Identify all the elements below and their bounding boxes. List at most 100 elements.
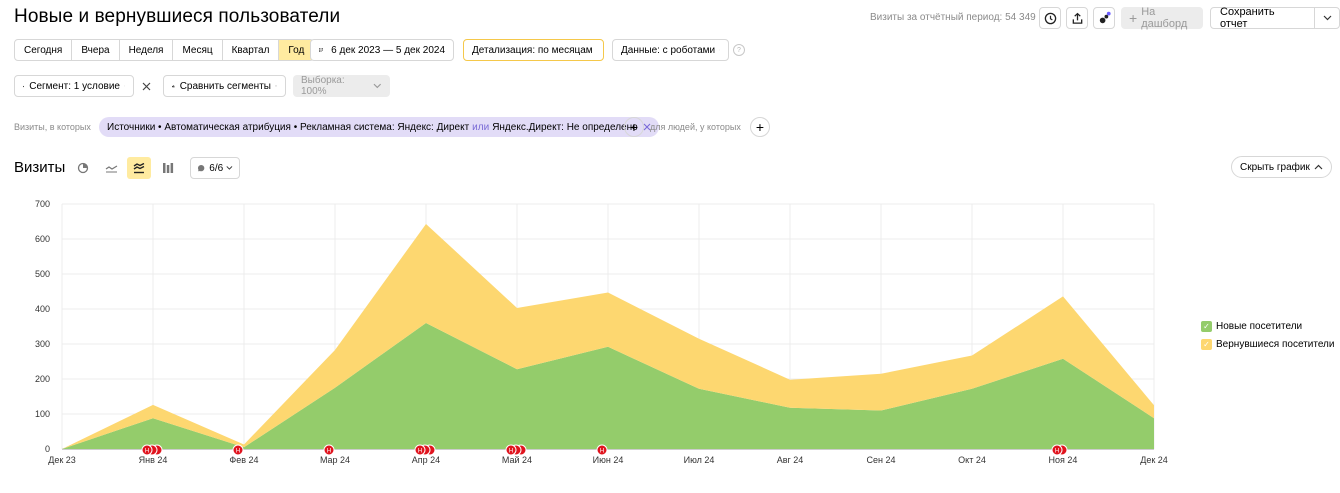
period-button[interactable]: Сегодня (15, 40, 73, 60)
date-range-button[interactable]: 6 дек 2023 — 5 дек 2024 (310, 39, 454, 61)
x-tick-label: Апр 24 (412, 455, 440, 465)
annotation-marker (1051, 444, 1063, 456)
annotation-letter: Н (145, 449, 149, 455)
people-filter-label: для людей, у которых (650, 122, 741, 132)
detail-dropdown[interactable]: Детализация: по месяцам (463, 39, 604, 61)
period-button[interactable]: Год (279, 40, 314, 60)
annotation-marker (596, 444, 608, 456)
x-tick-label: Мар 24 (320, 455, 350, 465)
clear-segment-button[interactable] (139, 79, 153, 93)
annotation-letter: Н (418, 449, 422, 455)
sample-label: Выборка: 100% (301, 75, 345, 97)
x-tick-label: Фев 24 (229, 455, 258, 465)
checkbox-checked-icon[interactable]: ✓ (1201, 339, 1212, 350)
page-title: Новые и вернувшиеся пользователи (14, 6, 341, 27)
save-report-dropdown[interactable] (1315, 8, 1339, 28)
plus-icon: + (755, 119, 765, 135)
chart-title: Визиты (14, 159, 66, 176)
y-tick-label: 500 (35, 269, 50, 279)
period-button[interactable]: Вчера (72, 40, 120, 60)
visits-area-chart: 0 100 200 300 400 500 600 700 Дек 23 Янв 24 Фев 24… (35, 199, 1168, 465)
y-tick-label: 300 (35, 339, 50, 349)
chevron-down-icon (1323, 15, 1331, 21)
legend-item-new[interactable]: ✓ Новые посетители (1201, 321, 1302, 332)
pie-segment-icon (23, 85, 25, 87)
period-button[interactable]: Месяц (173, 40, 223, 60)
chevron-down-icon (226, 166, 233, 170)
chart-type-area-button[interactable] (127, 157, 151, 179)
x-tick-label: Дек 24 (1140, 455, 1168, 465)
period-visits-text: Визиты за отчётный период: 54 349 (870, 12, 1036, 23)
assistant-button[interactable] (1093, 7, 1115, 29)
data-label: Данные: с роботами (621, 44, 716, 56)
chevron-down-icon (124, 85, 125, 87)
bubble-icon (197, 164, 205, 171)
y-tick-label: 600 (35, 234, 50, 244)
annotation-marker (414, 444, 426, 456)
checkbox-checked-icon[interactable]: ✓ (1201, 321, 1212, 332)
chart-type-line-button[interactable] (102, 159, 120, 177)
chart-type-bar-button[interactable] (159, 159, 177, 177)
annotation-marker (505, 444, 517, 456)
alice-icon (1099, 11, 1111, 23)
date-range-label: 6 дек 2023 — 5 дек 2024 (331, 44, 445, 56)
legend-item-returning[interactable]: ✓ Вернувшиеся посетители (1201, 339, 1334, 350)
y-tick-label: 200 (35, 374, 50, 384)
series-count-dropdown[interactable]: 6/6 (190, 157, 240, 179)
chart-type-pie-button[interactable] (74, 159, 92, 177)
x-tick-label: Авг 24 (777, 455, 804, 465)
x-tick-label: Сен 24 (867, 455, 896, 465)
close-icon (142, 82, 150, 90)
share-icon (1072, 12, 1082, 24)
filter-prefix: Визиты, в которых (14, 122, 91, 132)
y-tick-label: 0 (45, 444, 50, 454)
add-filter-button[interactable]: + (624, 117, 644, 137)
pie-chart-icon (77, 162, 89, 174)
y-tick-label: 700 (35, 199, 50, 209)
close-icon[interactable] (643, 123, 651, 131)
x-tick-label: Янв 24 (139, 455, 168, 465)
filter-chip-main: Источники • Автоматическая атрибуция • Р… (107, 121, 470, 133)
clock-icon (1044, 12, 1056, 24)
chevron-down-icon (275, 85, 277, 87)
add-people-filter-button[interactable]: + (750, 117, 770, 137)
sample-dropdown[interactable]: Выборка: 100% (293, 75, 390, 97)
compare-segments-dropdown[interactable]: Сравнить сегменты (163, 75, 286, 97)
compare-icon (172, 84, 175, 87)
x-tick-label: Июн 24 (593, 455, 624, 465)
period-selector: Сегодня Вчера Неделя Месяц Квартал Год (14, 39, 315, 61)
save-report-group: Сохранить отчет (1210, 6, 1340, 30)
x-tick-label: Июл 24 (684, 455, 715, 465)
segment-dropdown[interactable]: Сегмент: 1 условие (14, 75, 134, 97)
chevron-down-icon (719, 49, 720, 51)
area-series-returning (62, 223, 1154, 449)
x-tick-label: Окт 24 (958, 455, 986, 465)
hide-chart-button[interactable]: Скрыть график (1231, 156, 1332, 178)
export-button[interactable] (1066, 7, 1088, 29)
annotation-letter: Н (236, 449, 240, 455)
plus-icon: + (629, 119, 639, 135)
plus-icon: + (1129, 10, 1138, 26)
compare-label: Сравнить сегменты (179, 80, 271, 92)
annotation-letter: Н (327, 449, 331, 455)
chevron-up-icon (1314, 164, 1323, 170)
history-button[interactable] (1039, 7, 1061, 29)
add-to-dashboard-button[interactable]: + На дашборд (1121, 6, 1203, 30)
help-icon[interactable]: ? (733, 44, 745, 56)
annotation-letter: Н (600, 449, 604, 455)
bar-chart-icon (163, 163, 174, 173)
dashboard-label: На дашборд (1141, 6, 1188, 30)
save-report-button[interactable]: Сохранить отчет (1211, 6, 1316, 30)
y-tick-label: 400 (35, 304, 50, 314)
period-button[interactable]: Неделя (120, 40, 174, 60)
chevron-down-icon (373, 83, 382, 89)
x-tick-label: Май 24 (502, 455, 532, 465)
annotation-letter: Н (1055, 449, 1059, 455)
annotation-marker (323, 444, 335, 456)
x-tick-label: Ноя 24 (1049, 455, 1078, 465)
period-button[interactable]: Квартал (223, 40, 280, 60)
filter-chip[interactable]: Источники • Автоматическая атрибуция • Р… (99, 117, 659, 137)
data-dropdown[interactable]: Данные: с роботами (612, 39, 729, 61)
series-count-label: 6/6 (209, 162, 224, 174)
y-tick-label: 100 (35, 409, 50, 419)
